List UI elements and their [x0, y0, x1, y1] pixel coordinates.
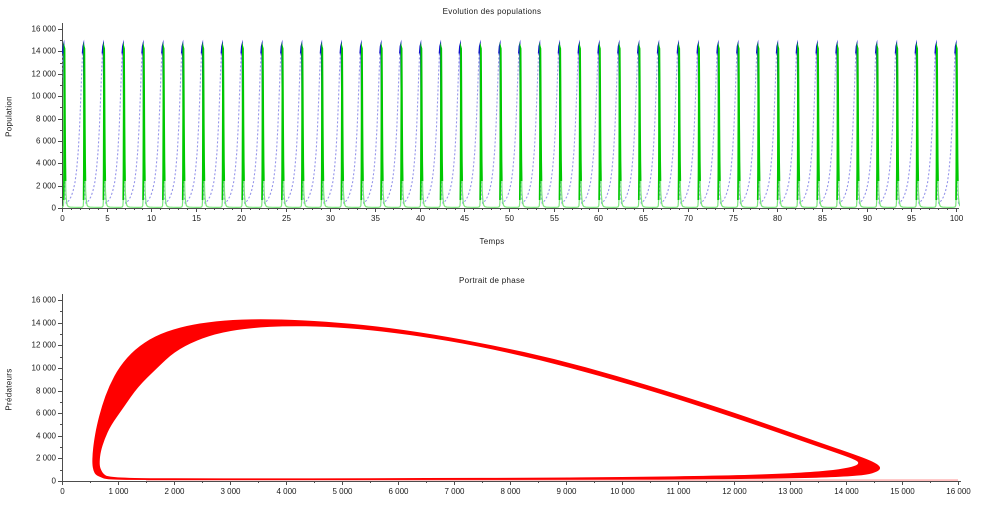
- evolution-xlabel-temps: Temps: [479, 237, 505, 246]
- evolution-ylabel-population: Population: [4, 96, 14, 137]
- evolution-chart-title: Evolution des populations: [442, 7, 542, 16]
- phase-chart-title: Portrait de phase: [458, 276, 526, 285]
- phase-ylabel-predateurs: Prédateurs: [4, 368, 14, 411]
